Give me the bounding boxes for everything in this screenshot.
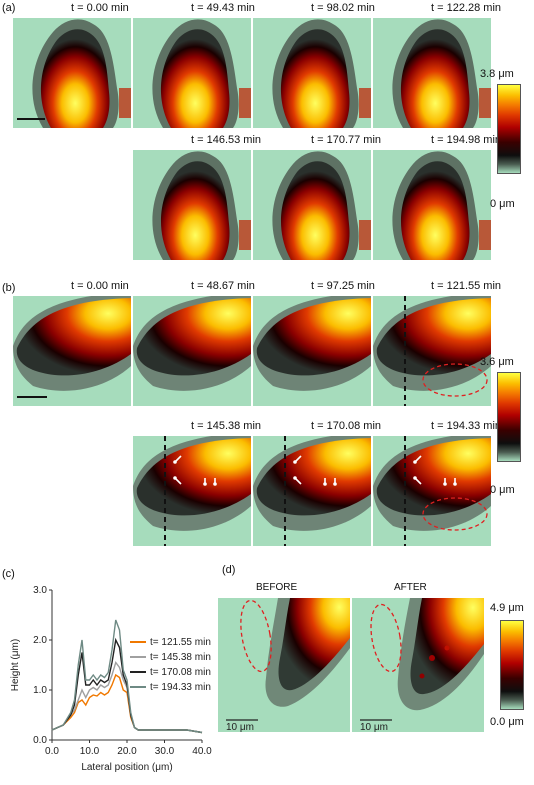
x-tick-label: 40.0 — [192, 746, 212, 757]
panel-a-label: (a) — [2, 2, 16, 14]
panel-b-time-label: t = 145.38 min — [191, 420, 262, 432]
legend-entry: t= 145.38 min — [150, 652, 211, 663]
panel-b-afm-image — [373, 436, 491, 546]
panel-a-afm-image — [253, 18, 371, 128]
afm-image-after: 10 μm — [352, 598, 484, 732]
legend-entry: t= 194.33 min — [150, 682, 211, 693]
colorbar-d-max: 4.9 μm — [490, 602, 524, 614]
panel-a-time-label: t = 49.43 min — [191, 2, 255, 14]
colorbar-a — [497, 84, 521, 174]
arrow-head-icon — [173, 476, 177, 480]
panel-a-time-label: t = 122.28 min — [431, 2, 502, 14]
scale-bar — [17, 118, 45, 120]
panel-b-label: (b) — [2, 282, 16, 294]
panel-a-time-label: t = 170.77 min — [311, 134, 382, 146]
height-profile-chart: 0.0 1.0 2.0 3.0 0.0 10.0 20.0 30.0 40.0 Lateral p… — [10, 585, 212, 773]
arrow-head-icon — [413, 476, 417, 480]
panel-b-afm-image — [133, 296, 251, 406]
panel-a-afm-image — [373, 18, 491, 128]
y-tick-label: 0.0 — [33, 735, 47, 746]
arrow-head-icon — [333, 482, 337, 486]
panel-a-afm-image — [13, 18, 131, 128]
before-label: BEFORE — [256, 582, 298, 593]
series-line — [51, 619, 203, 734]
panel-c-label: (c) — [2, 568, 15, 580]
panel-b-afm-image — [253, 296, 371, 406]
colorbar-a-max: 3.8 μm — [480, 68, 514, 80]
panel-b-afm-image — [133, 436, 251, 546]
colorbar-d-min: 0.0 μm — [490, 716, 524, 728]
panel-b-time-label: t = 97.25 min — [311, 280, 375, 292]
colorbar-b-max: 3.6 μm — [480, 356, 514, 368]
x-axis-label: Lateral position (μm) — [81, 762, 172, 773]
panel-b-afm-image — [373, 296, 491, 406]
arrow-head-icon — [443, 482, 447, 486]
arrow-head-icon — [293, 460, 297, 464]
arrow-head-icon — [453, 482, 457, 486]
arrow-head-icon — [293, 476, 297, 480]
scale-bar — [17, 396, 47, 398]
panel-b-time-label: t = 170.08 min — [311, 420, 382, 432]
panel-a-afm-image — [253, 150, 371, 260]
panel-b-time-label: t = 0.00 min — [71, 280, 129, 292]
colorbar-b — [497, 372, 521, 462]
y-tick-label: 3.0 — [33, 585, 47, 596]
panel-b-time-label: t = 48.67 min — [191, 280, 255, 292]
arrow-head-icon — [213, 482, 217, 486]
x-tick-label: 0.0 — [45, 746, 59, 757]
x-tick-label: 10.0 — [80, 746, 100, 757]
panel-b-time-label: t = 121.55 min — [431, 280, 502, 292]
panel-d-label: (d) — [222, 564, 236, 576]
y-tick-label: 1.0 — [33, 685, 47, 696]
panel-b-afm-image — [13, 296, 131, 406]
x-tick-label: 20.0 — [117, 746, 137, 757]
x-tick-label: 30.0 — [155, 746, 175, 757]
panel-a-afm-image — [133, 18, 251, 128]
y-axis-label: Height (μm) — [10, 639, 21, 691]
panel-a-afm-image — [373, 150, 491, 260]
colorbar-a-min: 0 μm — [490, 198, 515, 210]
panel-a-time-label: t = 146.53 min — [191, 134, 262, 146]
panel-b-afm-image — [253, 436, 371, 546]
scale-label-after: 10 μm — [360, 722, 388, 732]
arrow-head-icon — [413, 460, 417, 464]
panel-b-time-label: t = 194.33 min — [431, 420, 502, 432]
legend-entry: t= 170.08 min — [150, 667, 211, 678]
legend-entry: t= 121.55 min — [150, 637, 211, 648]
panel-a-time-label: t = 0.00 min — [71, 2, 129, 14]
after-label: AFTER — [394, 582, 427, 593]
arrow-head-icon — [173, 460, 177, 464]
panel-a-afm-image — [133, 150, 251, 260]
region-ellipse — [422, 363, 488, 397]
scale-label-before: 10 μm — [226, 722, 254, 732]
panel-a-time-label: t = 194.98 min — [431, 134, 502, 146]
arrow-head-icon — [323, 482, 327, 486]
arrow-head-icon — [203, 482, 207, 486]
colorbar-d — [500, 620, 524, 710]
region-ellipse — [422, 497, 488, 531]
y-tick-label: 2.0 — [33, 635, 47, 646]
colorbar-b-min: 0 μm — [490, 484, 515, 496]
afm-image-before: 10 μm — [218, 598, 350, 732]
panel-a-time-label: t = 98.02 min — [311, 2, 375, 14]
